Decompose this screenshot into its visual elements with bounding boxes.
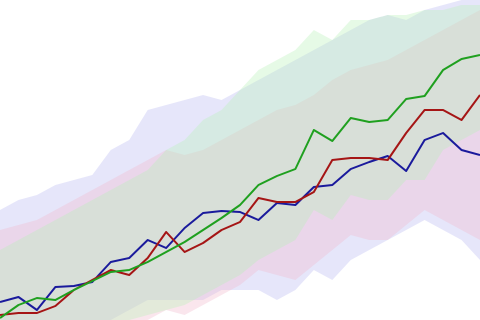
- confidence-band: [0, 10, 480, 320]
- confidence-band: [0, 5, 480, 320]
- series-line: [0, 132, 480, 311]
- series-line: [0, 54, 480, 319]
